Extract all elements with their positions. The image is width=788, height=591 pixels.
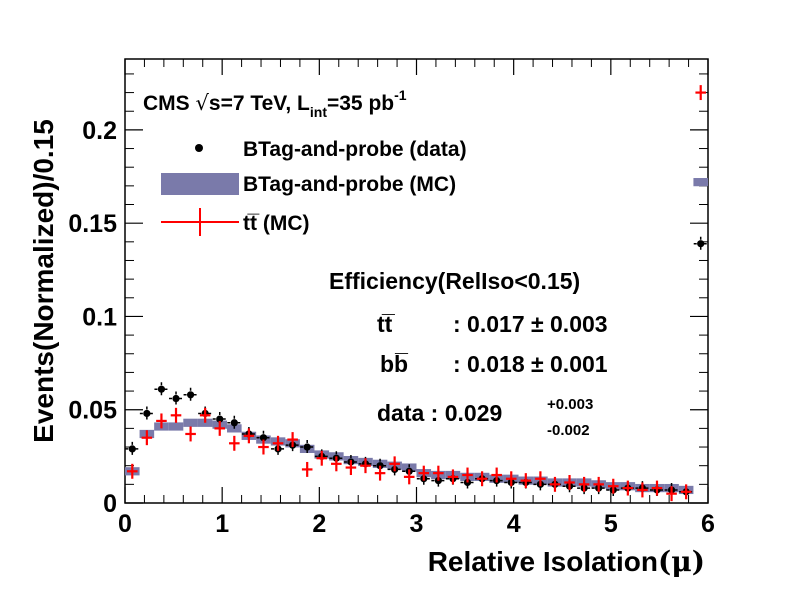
data-eff-label: data : 0.029: [377, 400, 502, 426]
data-eff-up: +0.003: [547, 396, 593, 413]
tt-point: [229, 435, 240, 451]
tt-point: [651, 480, 663, 496]
legend: BTag-and-probe (data) BTag-and-probe (MC…: [161, 138, 467, 236]
data-point: [169, 391, 184, 406]
tt-point: [418, 465, 430, 481]
data-point: [154, 382, 169, 397]
tt-point: [695, 85, 706, 101]
tt-point: [447, 469, 459, 485]
tt-point: [156, 413, 167, 429]
tt-point: [316, 450, 328, 466]
tt-point: [476, 471, 488, 487]
x-tick-labels: 0 1 2 3 4 5 6: [118, 510, 715, 538]
data-point: [693, 236, 708, 251]
legend-entry-tt: tt̅ (MC): [243, 212, 309, 235]
tt-point: [170, 407, 182, 423]
legend-entry-mc: BTag-and-probe (MC): [243, 173, 456, 196]
mc-band-bin: [401, 463, 417, 472]
mc-band-series: [125, 178, 708, 495]
tt-point: [127, 463, 138, 479]
sqrt-sign: √: [196, 91, 210, 115]
x-tick-label: 4: [507, 510, 521, 538]
tt-point: [535, 471, 546, 487]
tt-point: [272, 435, 284, 451]
data-eff-down: -0.002: [547, 422, 590, 439]
tt-point: [607, 478, 619, 494]
tt-point: [243, 428, 255, 444]
x-tick-label: 6: [701, 510, 715, 538]
tt-point: [301, 461, 313, 477]
cms-label: CMS √s=7 TeV, Lint=35 pb-1: [143, 87, 407, 120]
x-tick-label: 5: [604, 510, 618, 538]
efficiency-summary: Efficiency(RelIso<0.15) tt̅ : 0.017 ± 0.…: [329, 268, 608, 439]
tt-point: [258, 439, 269, 455]
tt-point: [564, 475, 575, 490]
y-axis-title: Events(Normalized)/0.15: [28, 119, 59, 443]
x-tick-label: 0: [118, 510, 132, 538]
tt-point: [578, 476, 590, 492]
mc-band-bin: [183, 418, 198, 427]
tt-point: [360, 458, 371, 474]
legend-entry-data: BTag-and-probe (data): [243, 138, 467, 161]
tt-point: [637, 482, 648, 498]
tt-point: [433, 465, 444, 481]
legend-dot-marker: [195, 144, 203, 152]
data-point: [183, 387, 198, 402]
mc-band-bin: [693, 178, 708, 187]
tt-point: [287, 432, 298, 448]
tt-point: [199, 407, 211, 423]
bb-label: bb̅: [380, 351, 409, 377]
tt-point: [666, 486, 677, 502]
y-tick-labels: 0 0.05 0.1 0.15 0.2: [68, 117, 117, 518]
tt-point: [549, 476, 561, 492]
tt-point: [622, 480, 634, 496]
tt-label: tt̅: [377, 311, 395, 337]
y-tick-label: 0: [103, 490, 117, 518]
tt-point: [491, 467, 502, 483]
tt-point: [520, 473, 532, 489]
tt-point: [374, 465, 386, 481]
tt-point: [505, 471, 517, 487]
data-point: [300, 440, 315, 455]
y-tick-label: 0.1: [82, 303, 117, 331]
tt-point: [214, 420, 226, 436]
y-tick-label: 0.15: [68, 210, 117, 238]
data-point: [125, 441, 140, 456]
tt-point: [345, 460, 357, 476]
x-tick-label: 2: [312, 510, 326, 538]
tt-point: [141, 430, 153, 446]
tt-point: [331, 456, 342, 472]
tt-point: [185, 426, 196, 442]
data-point: [212, 412, 227, 427]
data-point: [139, 406, 154, 421]
efficiency-title: Efficiency(RelIso<0.15): [329, 268, 580, 294]
tt-point: [389, 456, 400, 472]
tt-point: [462, 467, 473, 483]
mc-band-bin: [168, 422, 184, 431]
bb-value: : 0.018 ± 0.001: [453, 351, 608, 377]
tt-point: [680, 484, 692, 500]
x-tick-label: 3: [410, 510, 424, 538]
x-axis-title: Relative Isolation(μ): [428, 545, 705, 578]
mu-symbol: (μ): [658, 545, 705, 578]
tt-cross-series: [127, 85, 706, 502]
tt-point: [593, 476, 604, 492]
data-point: [227, 415, 242, 430]
tt-value: : 0.017 ± 0.003: [453, 311, 608, 337]
axis-ticks: [124, 59, 709, 504]
x-tick-label: 1: [215, 510, 229, 538]
y-tick-label: 0.2: [82, 117, 117, 145]
y-tick-label: 0.05: [68, 397, 117, 425]
legend-band-marker: [161, 173, 239, 195]
tt-point: [403, 469, 415, 485]
